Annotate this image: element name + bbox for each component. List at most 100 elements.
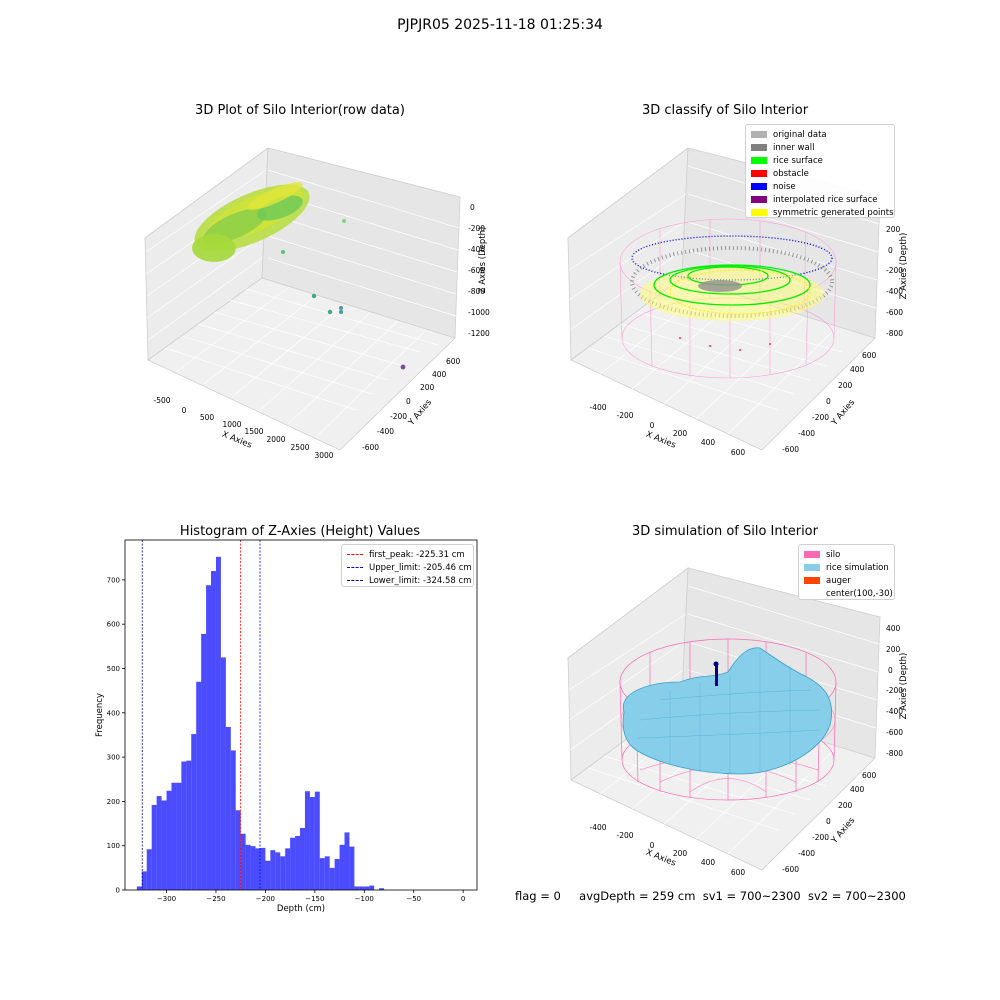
simulation-center-auger xyxy=(713,661,719,686)
histogram-legend: first_peak: -225.31 cm Upper_limit: -205… xyxy=(341,544,474,587)
histogram-bar xyxy=(319,858,325,890)
raw-z-label: Z Axies (Depth) xyxy=(478,227,488,294)
status-line: flag = 0 avgDepth = 259 cm sv1 = 700~230… xyxy=(515,889,906,903)
histogram-bar xyxy=(309,796,315,890)
classify-x-tick: -200 xyxy=(616,411,633,420)
raw-y-tick: -400 xyxy=(377,427,394,436)
histogram-bar xyxy=(220,657,226,890)
simulation-x-tick: 400 xyxy=(701,858,716,867)
histogram-title: Histogram of Z-Axies (Height) Values xyxy=(179,524,421,539)
histogram-bar xyxy=(156,796,162,890)
histogram-x-label: Depth (cm) xyxy=(277,904,325,914)
histogram-bar xyxy=(201,633,207,890)
raw-3d-plot: -500 0 500 1000 1500 2000 2500 3000 X Ax… xyxy=(144,147,490,460)
histogram-bar xyxy=(304,791,310,890)
raw-z-tick-labels: -1200 -1000 -800 -600 -400 -200 0 xyxy=(468,203,490,338)
legend-entry-lower-limit: Lower_limit: -324.58 cm xyxy=(347,574,472,587)
legend-entry-inner-wall: inner wall xyxy=(751,141,889,154)
classify-x-tick-labels: -400 -200 0 200 400 600 xyxy=(589,403,745,457)
histogram-bar xyxy=(245,844,251,890)
classify-z-tick: -400 xyxy=(886,287,903,296)
raw-surface-points xyxy=(192,182,310,262)
histogram-bar xyxy=(186,760,192,890)
raw-z-tick: -800 xyxy=(468,287,485,296)
classify-z-tick: -600 xyxy=(886,308,903,317)
classify-y-tick: -200 xyxy=(812,413,829,422)
legend-entry-symmetric: symmetric generated points xyxy=(751,206,894,219)
legend-entry-original-data: original data xyxy=(751,128,889,141)
swatch-obstacle xyxy=(751,170,767,177)
simulation-x-tick: -200 xyxy=(616,831,633,840)
classify-z-tick: -800 xyxy=(886,329,903,338)
classify-y-tick-labels: -600 -400 -200 0 200 400 600 xyxy=(782,351,877,454)
histogram-bar xyxy=(339,844,345,890)
histogram-y-label: Frequency xyxy=(95,693,105,737)
histogram-y-tick-label: 600 xyxy=(107,621,120,629)
classify-rice-surface-points xyxy=(640,264,824,321)
classify-z-label: Z Axies (Depth) xyxy=(899,233,909,300)
histogram-bar xyxy=(334,858,340,890)
histogram-x-tick-label: −200 xyxy=(256,895,275,903)
simulation-x-tick: -400 xyxy=(589,823,606,832)
legend-entry-noise: noise xyxy=(751,180,889,193)
simulation-y-label: Y Axies xyxy=(829,815,857,846)
raw-x-tick: 2500 xyxy=(290,443,309,452)
histogram-bar xyxy=(141,871,147,890)
status-flag: flag = 0 xyxy=(515,889,561,903)
classify-x-tick: -400 xyxy=(589,403,606,412)
classify-x-tick: 400 xyxy=(701,438,716,447)
histogram-bar xyxy=(324,856,330,890)
histogram-y-ticks: 0 100 200 300 400 500 600 700 xyxy=(107,576,125,895)
histogram-y-tick-label: 700 xyxy=(107,576,120,584)
raw-y-tick-labels: -600 -400 -200 0 200 400 600 xyxy=(362,357,461,452)
legend-entry-auger: auger xyxy=(804,574,889,587)
histogram-bar xyxy=(146,849,152,890)
classify-y-tick: 200 xyxy=(838,381,853,390)
simulation-y-tick: -200 xyxy=(812,833,829,842)
classify-y-tick: 400 xyxy=(850,365,865,374)
histogram-bar xyxy=(240,833,246,890)
legend-label: inner wall xyxy=(773,142,815,153)
histogram-bar xyxy=(151,804,157,890)
histogram-bar xyxy=(354,886,360,890)
legend-entry-rice-surface: rice surface xyxy=(751,154,889,167)
histogram-bars xyxy=(136,556,385,890)
legend-label: interpolated rice surface xyxy=(773,194,878,205)
simulation-legend: silo rice simulation auger center(100,-3… xyxy=(798,544,895,600)
histogram-bar xyxy=(206,585,212,890)
figure-suptitle: PJPJR05 2025-11-18 01:25:34 xyxy=(397,17,603,33)
classify-z-tick-labels: -800 -600 -400 -200 0 200 xyxy=(886,225,903,338)
classify-y-tick: -600 xyxy=(782,445,799,454)
simulation-x-tick: 600 xyxy=(731,868,746,877)
legend-label: symmetric generated points xyxy=(773,207,894,218)
simulation-y-tick: -600 xyxy=(782,865,799,874)
raw-z-tick: -200 xyxy=(468,224,485,233)
legend-entry-first-peak: first_peak: -225.31 cm xyxy=(347,548,468,561)
legend-label: first_peak: -225.31 cm xyxy=(369,549,465,560)
raw-y-tick: 400 xyxy=(432,370,447,379)
legend-label: Lower_limit: -324.58 cm xyxy=(369,575,472,586)
simulation-x-tick: 0 xyxy=(650,841,655,850)
classify-x-tick: 200 xyxy=(673,429,688,438)
classify-inner-wall-points xyxy=(630,246,834,318)
raw-y-tick: -600 xyxy=(362,443,379,452)
histogram-bar xyxy=(230,750,236,890)
histogram-bar xyxy=(225,726,231,890)
simulation-z-tick: -800 xyxy=(886,749,903,758)
swatch-symmetric xyxy=(751,209,767,216)
simulation-y-tick: 400 xyxy=(850,785,865,794)
swatch-noise xyxy=(751,183,767,190)
classify-x-tick: 0 xyxy=(650,421,655,430)
simulation-z-tick: 200 xyxy=(886,645,901,654)
simulation-z-tick: -600 xyxy=(886,728,903,737)
simulation-z-tick: 400 xyxy=(886,624,901,633)
legend-entry-interpolated: interpolated rice surface xyxy=(751,193,889,206)
raw-x-tick-labels: -500 0 500 1000 1500 2000 2500 3000 xyxy=(153,396,333,460)
histogram-bar xyxy=(290,837,296,890)
swatch-silo xyxy=(804,551,820,558)
swatch-upper-limit xyxy=(347,567,363,568)
simulation-z-label: Z Axies (Depth) xyxy=(899,653,909,720)
simulation-plot-title: 3D simulation of Silo Interior xyxy=(632,524,818,539)
simulation-x-tick-labels: -400 -200 0 200 400 600 xyxy=(589,823,745,877)
histogram-reference-lines xyxy=(141,540,261,890)
